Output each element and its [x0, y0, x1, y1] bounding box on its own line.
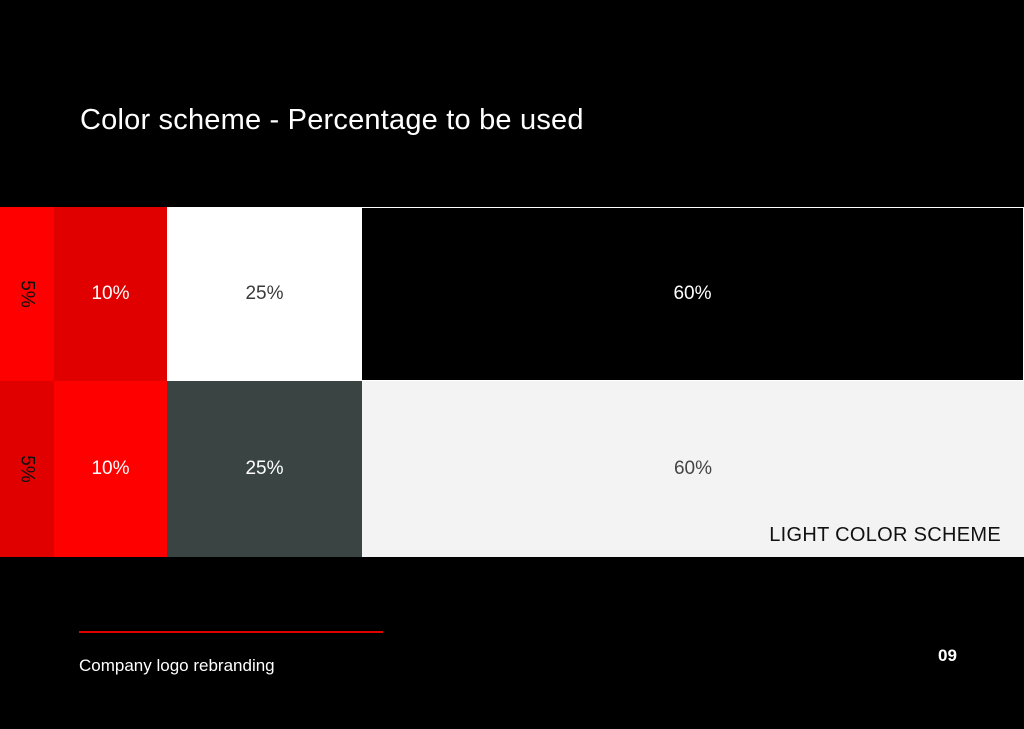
- color-scheme-grid: 5% 10% 25% 60% 5% 10% 25% 60% LIGHT COLO…: [0, 207, 1024, 557]
- swatch-label: 25%: [245, 283, 284, 304]
- swatch-label: 10%: [91, 283, 130, 304]
- footer-text: Company logo rebranding: [79, 656, 275, 675]
- swatch-5-percent: 5%: [0, 207, 54, 381]
- swatch-10-percent: 10%: [54, 381, 167, 557]
- swatch-5-percent: 5%: [0, 381, 54, 557]
- swatch-10-percent: 10%: [54, 207, 167, 381]
- swatch-25-percent: 25%: [167, 207, 362, 381]
- scheme-label: LIGHT COLOR SCHEME: [769, 524, 1001, 546]
- dark-scheme-row: 5% 10% 25% 60%: [0, 207, 1024, 381]
- footer-divider: [79, 631, 383, 633]
- swatch-label: 5%: [17, 455, 38, 483]
- swatch-label: 5%: [17, 280, 38, 308]
- light-scheme-row: 5% 10% 25% 60% LIGHT COLOR SCHEME: [0, 381, 1024, 557]
- swatch-label: 25%: [245, 458, 284, 479]
- swatch-label: 10%: [91, 458, 130, 479]
- page-title: Color scheme - Percentage to be used: [80, 104, 584, 136]
- swatch-label: 60%: [673, 458, 713, 479]
- swatch-60-percent: 60% LIGHT COLOR SCHEME: [362, 381, 1024, 557]
- page-number: 09: [938, 646, 957, 665]
- swatch-label: 60%: [673, 283, 712, 304]
- swatch-25-percent: 25%: [167, 381, 362, 557]
- swatch-60-percent: 60%: [362, 207, 1024, 381]
